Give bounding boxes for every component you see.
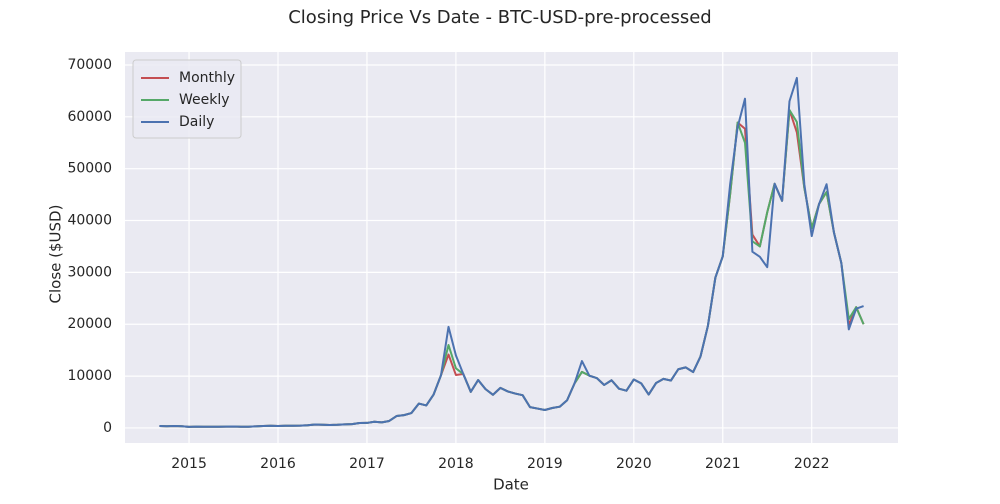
legend-box (132, 59, 242, 139)
chart-title: Closing Price Vs Date - BTC-USD-pre-proc… (288, 7, 712, 28)
y-tick-label: 20000 (67, 316, 112, 332)
legend-label: Monthly (179, 70, 235, 86)
x-tick-label: 2016 (260, 456, 296, 472)
y-tick-label: 30000 (67, 264, 112, 280)
x-tick-label: 2019 (527, 456, 563, 472)
y-tick-label: 70000 (67, 57, 112, 73)
y-axis-label: Close ($USD) (47, 205, 65, 304)
x-tick-label: 2017 (349, 456, 385, 472)
y-tick-label: 10000 (67, 368, 112, 384)
x-tick-label: 2020 (616, 456, 652, 472)
x-tick-label: 2022 (794, 456, 830, 472)
y-tick-label: 0 (103, 420, 112, 436)
y-tick-label: 40000 (67, 213, 112, 229)
x-axis-label: Date (493, 476, 529, 494)
legend-label: Daily (179, 114, 214, 130)
y-tick-label: 50000 (67, 161, 112, 177)
x-tick-label: 2018 (438, 456, 474, 472)
legend-label: Weekly (179, 92, 230, 108)
series-line (159, 76, 864, 428)
x-tick-label: 2015 (171, 456, 207, 472)
y-tick-label: 60000 (67, 109, 112, 125)
x-tick-label: 2021 (705, 456, 741, 472)
